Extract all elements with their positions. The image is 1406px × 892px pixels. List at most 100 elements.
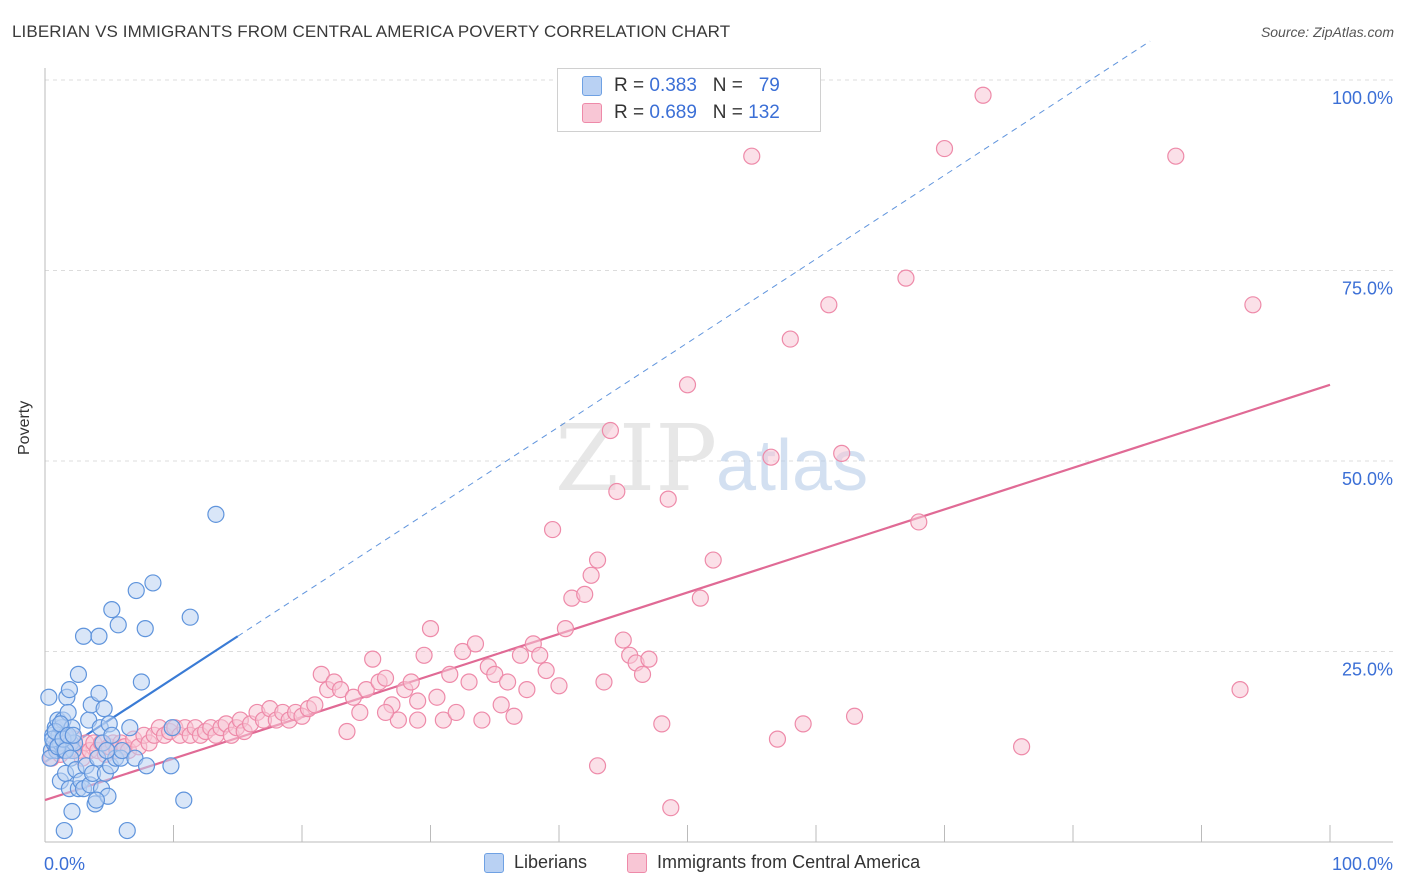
data-point-liberians (144, 574, 162, 592)
data-point-central-america (409, 711, 427, 729)
data-point-liberians (181, 608, 199, 626)
data-point-liberians (103, 600, 121, 619)
data-point-central-america (595, 673, 613, 691)
data-point-central-america (312, 665, 330, 683)
data-point-central-america (608, 482, 626, 501)
data-point-central-america (653, 715, 671, 733)
data-point-liberians (132, 673, 150, 691)
points-liberians (40, 505, 225, 840)
data-point-central-america (974, 86, 992, 104)
data-point-central-america (486, 665, 504, 683)
legend-n-label: N = (712, 102, 743, 123)
data-point-central-america (614, 631, 632, 649)
data-point-central-america (434, 711, 452, 729)
trend-line-liberians (44, 40, 1151, 763)
data-point-central-america (588, 757, 607, 775)
data-point-central-america (376, 703, 395, 722)
legend-row-central-america: R = 0.689 N = 132 (582, 101, 780, 125)
data-point-central-america (633, 665, 652, 683)
data-point-liberians (127, 581, 145, 600)
legend-r-label: R = (614, 75, 645, 96)
data-point-central-america (492, 696, 510, 714)
data-point-liberians (136, 620, 154, 638)
data-point-central-america (351, 703, 369, 722)
legend-row-liberians: R = 0.383 N = 79 (582, 74, 780, 98)
data-point-liberians (95, 700, 113, 718)
data-point-central-america (781, 330, 799, 348)
data-point-central-america (762, 448, 780, 466)
bottom-legend-swatch-liberians (484, 852, 504, 873)
data-point-central-america (511, 646, 530, 664)
data-point-liberians (175, 791, 193, 809)
data-point-central-america (678, 376, 697, 394)
data-point-liberians (162, 757, 180, 775)
data-point-central-america (331, 680, 350, 699)
legend-r-label: R = (614, 102, 645, 123)
data-point-central-america (640, 650, 658, 668)
data-point-central-america (531, 646, 549, 664)
axes (44, 68, 1393, 843)
data-point-central-america (833, 444, 851, 462)
data-point-central-america (935, 139, 954, 158)
data-point-central-america (1167, 147, 1185, 165)
watermark-zip: ZIP (555, 405, 717, 512)
data-point-liberians (137, 757, 156, 775)
data-point-liberians (90, 684, 108, 703)
data-point-central-america (704, 551, 722, 569)
legend-n-label: N = (712, 75, 743, 96)
y-tick-label: 75.0% (1342, 279, 1393, 299)
data-point-central-america (1231, 680, 1249, 699)
legend: R = 0.383 N = 79 R = 0.689 N = 132 (557, 68, 821, 132)
data-point-central-america (460, 673, 478, 691)
data-point-central-america (550, 677, 568, 695)
data-point-liberians (40, 688, 58, 706)
data-point-central-america (910, 513, 928, 531)
data-point-central-america (537, 661, 555, 680)
legend-n-value: 132 (748, 102, 780, 123)
data-point-central-america (344, 688, 362, 706)
data-point-central-america (473, 711, 491, 729)
data-point-central-america (466, 635, 485, 653)
legend-n-value: 79 (758, 75, 780, 96)
data-point-liberians (74, 627, 93, 645)
bottom-legend: Liberians Immigrants from Central Americ… (484, 852, 920, 873)
data-point-liberians (103, 726, 121, 744)
watermark-atlas: atlas (716, 426, 868, 506)
data-point-liberians (87, 791, 106, 809)
data-point-liberians (55, 821, 73, 840)
data-point-central-america (421, 620, 440, 638)
data-point-central-america (505, 707, 523, 725)
data-point-liberians (63, 802, 81, 821)
data-point-central-america (518, 680, 536, 699)
data-point-central-america (743, 147, 761, 165)
data-point-central-america (357, 680, 375, 699)
data-point-central-america (794, 715, 812, 733)
y-tick-label: 100.0% (1332, 88, 1393, 108)
trend-solid (44, 383, 1331, 802)
bottom-legend-label-central-america: Immigrants from Central America (657, 852, 921, 872)
y-tick-label: 50.0% (1342, 469, 1393, 489)
legend-swatch-liberians (582, 76, 602, 96)
data-point-central-america (543, 520, 562, 539)
data-point-central-america (601, 421, 620, 440)
data-point-central-america (768, 730, 787, 748)
chart-title: LIBERIAN VS IMMIGRANTS FROM CENTRAL AMER… (12, 22, 731, 41)
data-point-liberians (113, 741, 131, 760)
data-point-liberians (90, 627, 108, 645)
data-point-central-america (454, 642, 472, 661)
data-point-central-america (428, 688, 446, 706)
data-point-central-america (402, 673, 420, 691)
data-point-central-america (499, 673, 517, 691)
bottom-legend-swatch-central-america (627, 852, 648, 873)
data-point-central-america (576, 585, 594, 603)
legend-r-value: 0.383 (649, 75, 697, 96)
data-point-central-america (662, 799, 680, 817)
data-point-liberians (69, 665, 88, 683)
data-point-central-america (338, 722, 356, 741)
data-point-central-america (306, 696, 324, 714)
data-point-central-america (1244, 296, 1262, 314)
data-point-central-america (1012, 738, 1031, 756)
x-tick-label: 100.0% (1332, 854, 1393, 874)
data-point-liberians (98, 741, 116, 760)
